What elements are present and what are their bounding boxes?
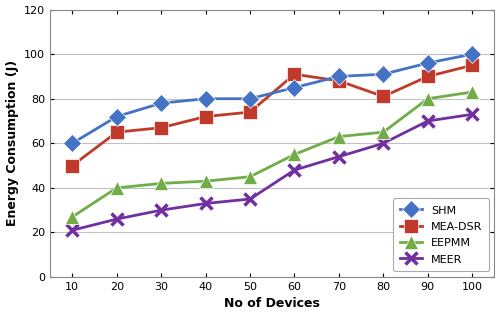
Line: SHM: SHM: [66, 48, 478, 149]
MEER: [380, 141, 386, 145]
MEER: [425, 119, 431, 123]
MEA-DSR: [158, 126, 164, 130]
MEER: [292, 168, 298, 172]
MEA-DSR: [114, 130, 119, 134]
SHM: [247, 97, 253, 100]
EEPMM: [425, 97, 431, 100]
MEER: [336, 155, 342, 159]
EEPMM: [70, 215, 75, 219]
Line: MEER: MEER: [67, 109, 478, 236]
MEA-DSR: [469, 64, 475, 67]
MEA-DSR: [202, 115, 208, 118]
SHM: [336, 75, 342, 78]
Legend: SHM, MEA-DSR, EEPMM, MEER: SHM, MEA-DSR, EEPMM, MEER: [393, 198, 489, 271]
SHM: [425, 61, 431, 65]
EEPMM: [336, 135, 342, 138]
EEPMM: [292, 153, 298, 156]
SHM: [202, 97, 208, 100]
MEER: [158, 208, 164, 212]
EEPMM: [202, 179, 208, 183]
Y-axis label: Energy Consumption (J): Energy Consumption (J): [6, 60, 18, 226]
MEA-DSR: [425, 75, 431, 78]
MEA-DSR: [380, 94, 386, 98]
EEPMM: [247, 175, 253, 179]
SHM: [70, 141, 75, 145]
SHM: [158, 101, 164, 105]
MEA-DSR: [70, 164, 75, 167]
MEA-DSR: [247, 110, 253, 114]
SHM: [380, 72, 386, 76]
Line: EEPMM: EEPMM: [66, 85, 479, 224]
EEPMM: [380, 130, 386, 134]
MEA-DSR: [292, 72, 298, 76]
MEER: [70, 228, 75, 232]
SHM: [469, 52, 475, 56]
MEER: [114, 217, 119, 221]
EEPMM: [114, 186, 119, 190]
MEA-DSR: [336, 79, 342, 83]
MEER: [469, 112, 475, 116]
MEER: [202, 202, 208, 205]
Line: MEA-DSR: MEA-DSR: [66, 58, 479, 173]
EEPMM: [158, 181, 164, 185]
X-axis label: No of Devices: No of Devices: [224, 297, 320, 310]
SHM: [292, 86, 298, 89]
MEER: [247, 197, 253, 201]
EEPMM: [469, 90, 475, 94]
SHM: [114, 115, 119, 118]
